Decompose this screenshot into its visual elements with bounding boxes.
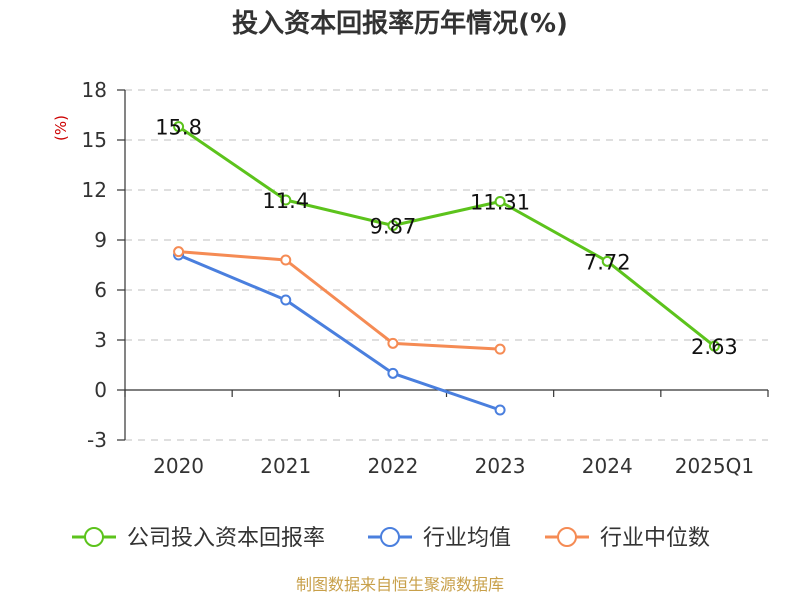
legend-swatch-marker [380,527,400,547]
y-tick-label: 3 [94,328,107,352]
x-tick-label: 2023 [475,454,526,478]
legend-label: 行业均值 [423,526,511,551]
grid-lines [117,89,768,441]
source-note: 制图数据来自恒生聚源数据库 [296,575,504,594]
legend-swatch-marker [557,527,577,547]
x-tick-label: 2025Q1 [675,454,754,478]
legend-swatch-marker [84,527,104,547]
data-point [494,343,506,355]
data-label: 9.87 [370,215,417,239]
y-tick-label: 9 [94,228,107,252]
y-axis-label: (%) [52,115,70,141]
data-point [280,194,292,206]
x-tick-label: 2024 [582,454,633,478]
axes [124,90,769,440]
data-point [280,254,292,266]
data-point [173,121,185,133]
y-tick-label: 6 [94,278,107,302]
series-line-0 [177,125,716,348]
chart-title: 投入资本回报率历年情况(%) [232,8,568,39]
y-tick-label: 15 [82,128,107,152]
data-point [494,196,506,207]
y-tick-label: 0 [94,378,107,402]
data-point [280,294,292,306]
data-label: 11.31 [470,191,530,215]
x-tick-label: 2020 [153,454,204,478]
data-label: 11.4 [262,189,309,213]
legend: 公司投入资本回报率 行业均值 行业中位数 [72,526,710,551]
data-point [494,404,506,416]
series-line-2 [178,250,501,351]
data-point [387,220,399,231]
data-point [601,255,613,267]
data-point [387,367,399,379]
y-tick-label: -3 [87,428,107,452]
x-tick-labels: 2020 2021 2022 2023 2024 2025Q1 [153,454,754,478]
data-point [387,337,399,349]
y-tick-labels: 18 15 12 9 6 3 0 -3 [82,78,107,452]
legend-label: 行业中位数 [600,526,710,551]
data-point [708,340,720,352]
data-labels: 15.8 11.4 9.87 11.31 7.72 2.63 [155,116,738,359]
data-label: 15.8 [155,116,202,140]
legend-label: 公司投入资本回报率 [127,526,325,551]
y-tick-label: 12 [82,178,107,202]
data-label: 7.72 [584,250,631,274]
series-line-1 [178,253,501,412]
data-label: 2.63 [691,335,738,359]
x-tick-label: 2021 [260,454,311,478]
series-layer [173,121,720,416]
x-tick-label: 2022 [367,454,418,478]
y-tick-label: 18 [82,78,107,102]
data-point [173,246,185,258]
